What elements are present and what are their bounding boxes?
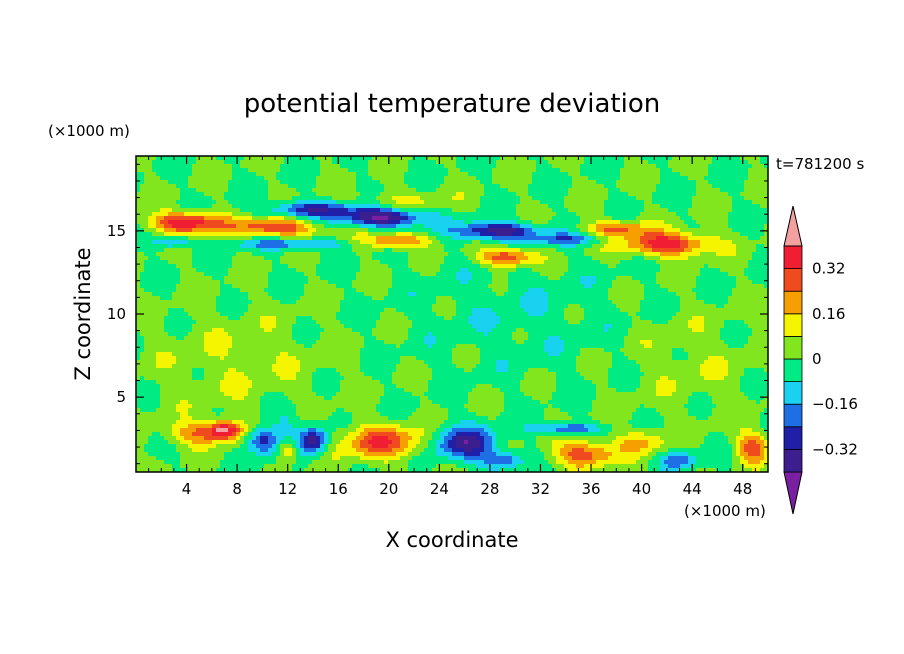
colorbar-extend-low — [783, 471, 803, 515]
colorbar-band — [783, 448, 803, 473]
x-tick-label: 36 — [581, 480, 600, 498]
x-tick-label: 8 — [232, 480, 242, 498]
x-tick-label: 12 — [278, 480, 297, 498]
colorbar-band — [783, 358, 803, 383]
colorbar-band — [783, 426, 803, 450]
x-tick-label: 4 — [182, 480, 192, 498]
x-unit-label: (×1000 m) — [684, 502, 766, 520]
time-label: t=781200 s — [776, 155, 864, 173]
y-tick-labels: 5 10 15 — [107, 222, 126, 406]
x-tick-label: 24 — [430, 480, 449, 498]
colorbar-band — [783, 313, 803, 337]
x-tick-labels: 4 8 12 16 20 24 28 32 36 40 44 48 — [182, 480, 752, 498]
x-axis-label: X coordinate — [385, 528, 518, 552]
colorbar-band — [783, 290, 803, 315]
colorbar-band — [783, 335, 803, 360]
axis-ticks — [136, 156, 768, 472]
y-tick-label: 5 — [116, 388, 126, 406]
colorbar-band — [783, 268, 803, 292]
x-tick-label: 40 — [632, 480, 651, 498]
y-unit-label: (×1000 m) — [48, 122, 130, 140]
y-tick-label: 10 — [107, 305, 126, 323]
colorbar-band — [783, 381, 803, 405]
x-tick-label: 20 — [379, 480, 398, 498]
colorbar-tick-label: 0 — [812, 350, 822, 368]
x-tick-label: 48 — [733, 480, 752, 498]
colorbar — [783, 205, 803, 515]
colorbar-tick-label: −0.16 — [812, 395, 858, 413]
x-tick-label: 32 — [531, 480, 550, 498]
colorbar-labels: 0.32 0.16 0 −0.16 −0.32 — [812, 260, 858, 459]
colorbar-band — [783, 403, 803, 428]
y-axis-label: Z coordinate — [71, 247, 95, 380]
x-tick-label: 16 — [329, 480, 348, 498]
chart-title: potential temperature deviation — [244, 89, 660, 119]
colorbar-band — [783, 245, 803, 270]
colorbar-tick-label: 0.16 — [812, 305, 845, 323]
y-tick-label: 15 — [107, 222, 126, 240]
plot-area — [136, 156, 769, 473]
x-tick-label: 28 — [480, 480, 499, 498]
x-tick-label: 44 — [683, 480, 702, 498]
colorbar-extend-high — [783, 205, 803, 247]
colorbar-tick-label: 0.32 — [812, 260, 845, 278]
colorbar-tick-label: −0.32 — [812, 440, 858, 458]
